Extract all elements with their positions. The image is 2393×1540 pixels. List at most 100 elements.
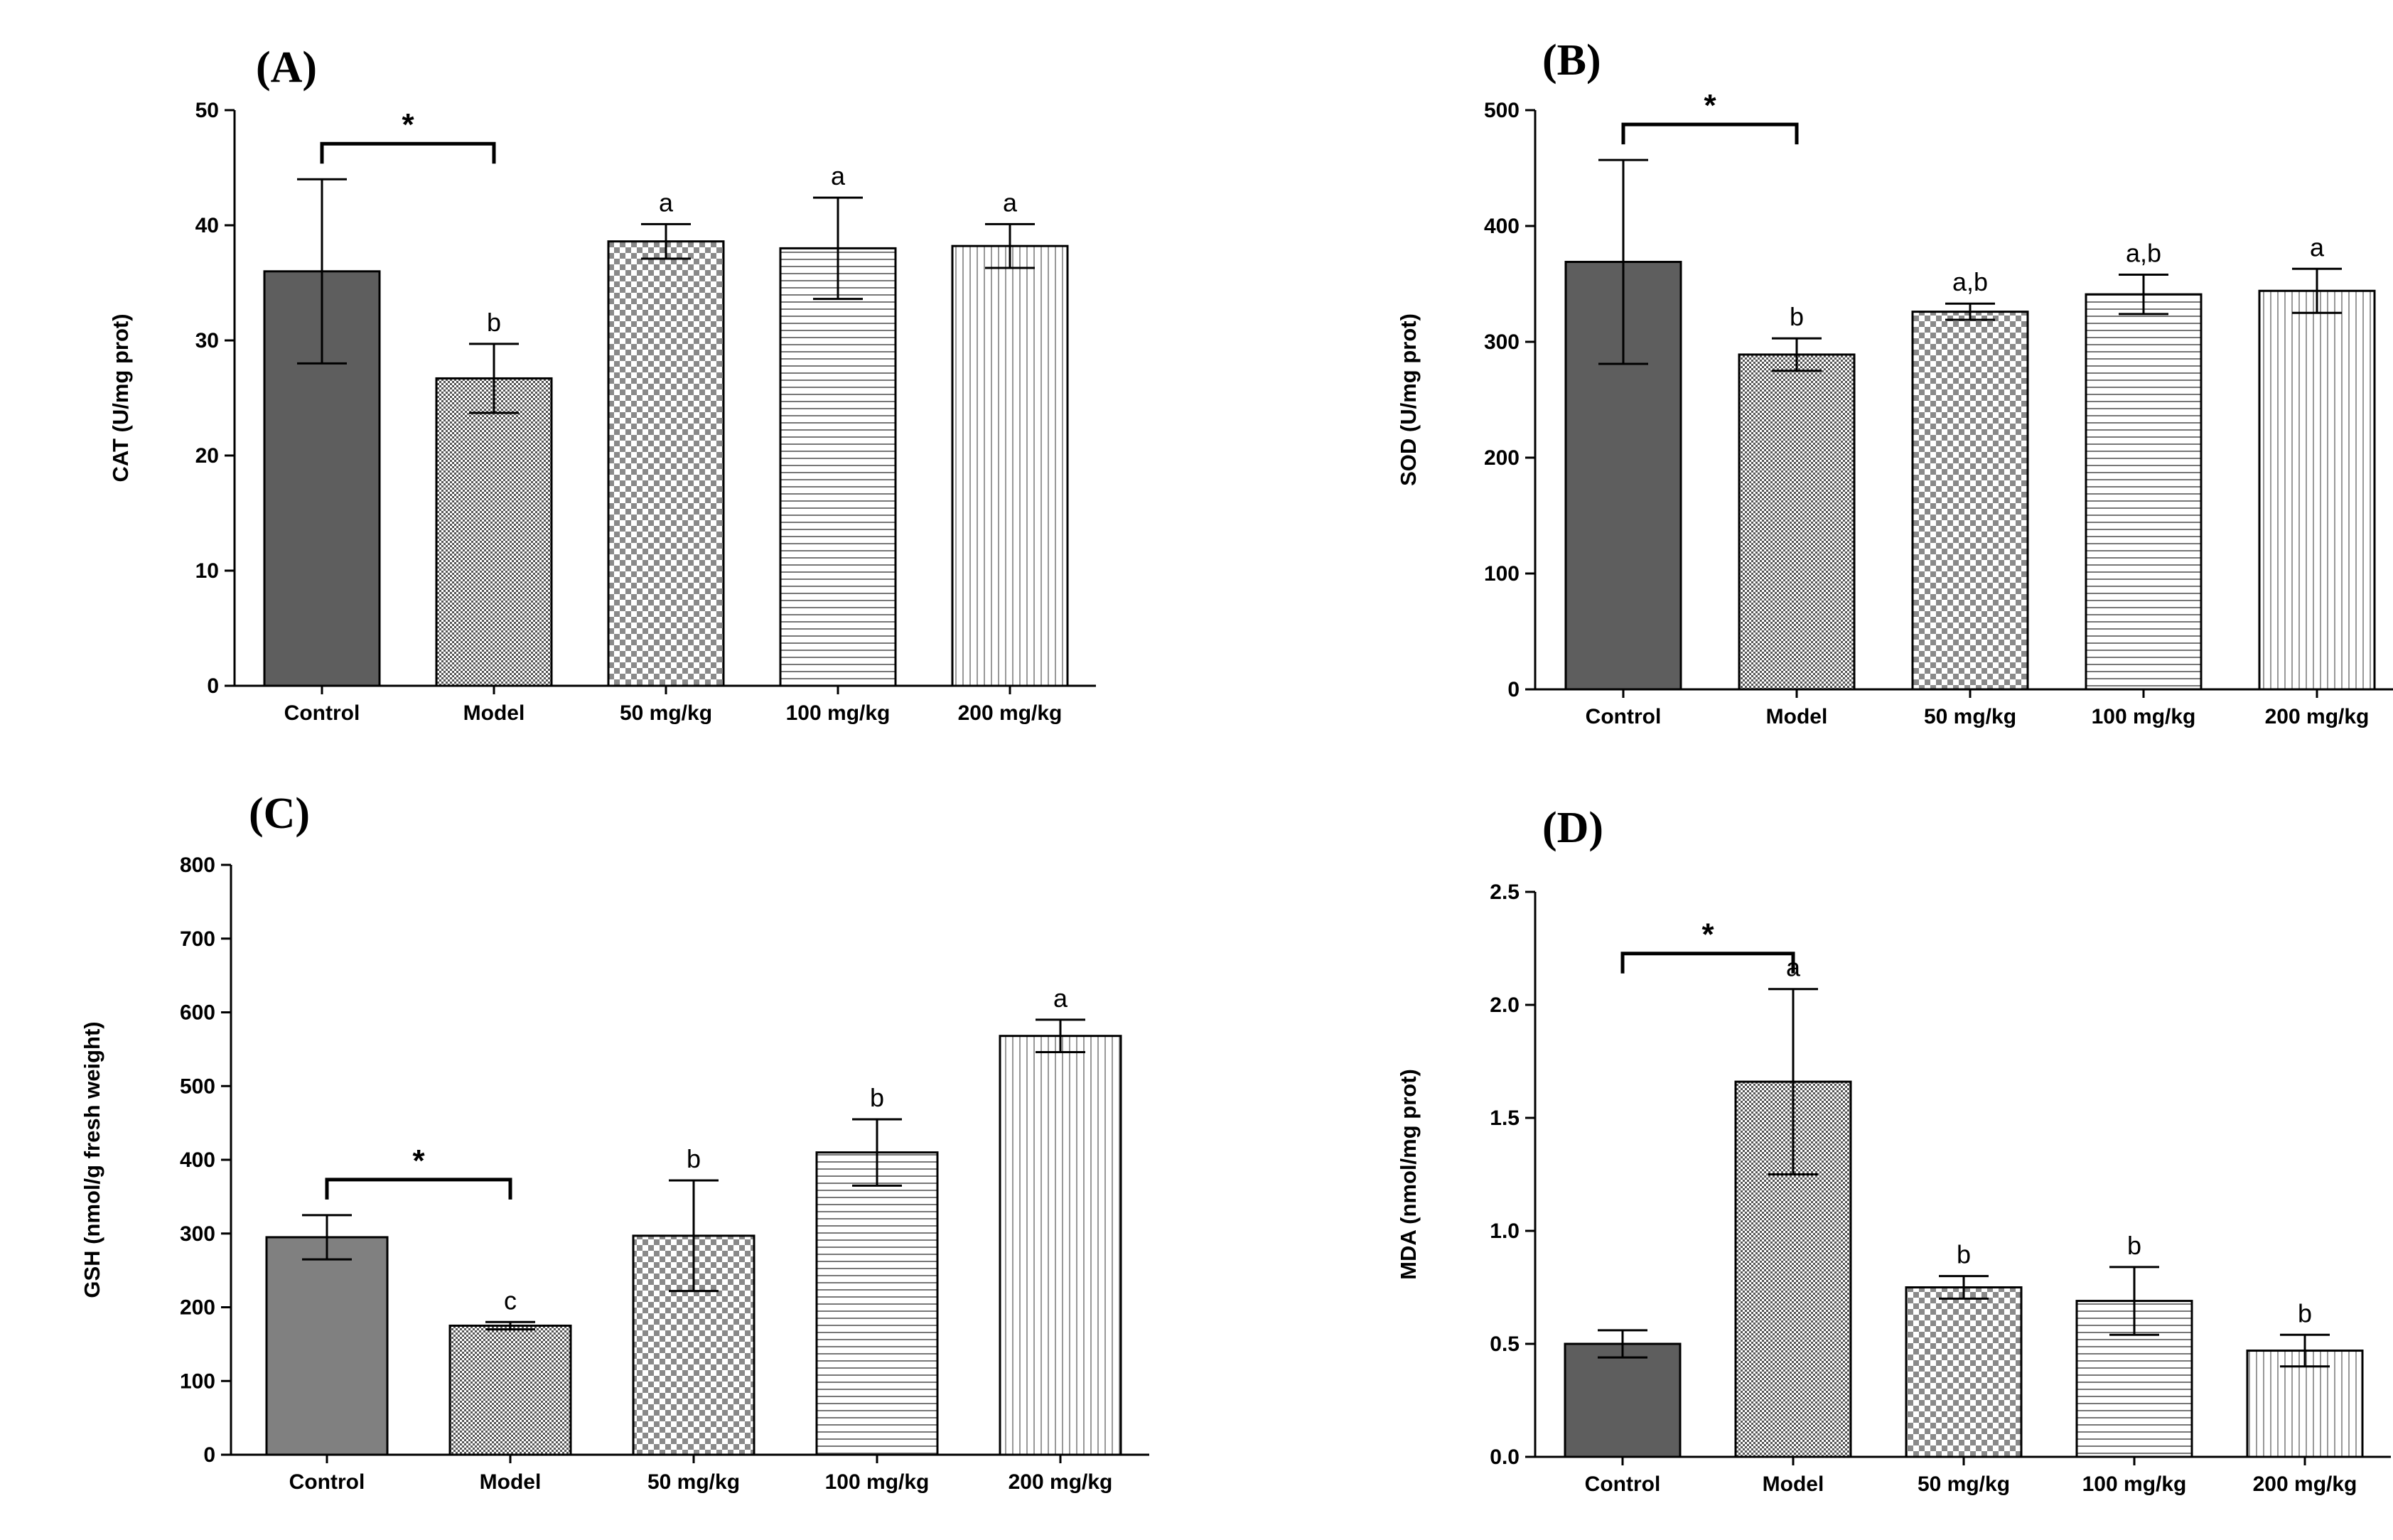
y-tick-label: 2.5 — [1490, 881, 1520, 904]
significance-label-2: b — [1957, 1240, 1971, 1269]
panel-label: (A) — [256, 43, 317, 92]
significance-label-2: a — [659, 188, 674, 217]
y-axis-title: CAT (U/mg prot) — [108, 313, 133, 482]
x-tick-label-3: 100 mg/kg — [786, 701, 891, 725]
bar-1 — [1738, 353, 1856, 691]
significance-label-1: b — [1790, 302, 1804, 331]
significance-label-3: a — [831, 161, 846, 190]
comparison-bracket — [1621, 122, 1799, 145]
chart-a-svg: (A) 0 10 20 30 40 50 CAT (U/mg prot) Control b Mod… — [108, 43, 1096, 725]
x-tick-label-3: 100 mg/kg — [825, 1470, 930, 1494]
y-tick-label: 200 — [1484, 446, 1520, 470]
y-tick-label: 800 — [180, 854, 215, 877]
x-tick-label-3: 100 mg/kg — [2082, 1472, 2187, 1496]
panel-label: (B) — [1542, 36, 1601, 85]
y-tick-label: 500 — [180, 1075, 215, 1098]
significance-label-3: b — [870, 1083, 884, 1112]
comparison-bracket — [1620, 952, 1795, 974]
x-tick-label-0: Control — [289, 1470, 365, 1494]
significance-label-4: b — [2298, 1298, 2312, 1328]
bar-4 — [951, 244, 1069, 687]
bar-2 — [1905, 1286, 2023, 1458]
chart-c-svg: (C) 0 100 200 300 400 500 600 700 800 GSH (nmol/g … — [80, 790, 1149, 1494]
x-tick-label-0: Control — [1585, 1472, 1661, 1496]
x-tick-label-4: 200 mg/kg — [1009, 1470, 1113, 1494]
comparison-star: * — [1704, 88, 1716, 123]
x-tick-label-0: Control — [284, 701, 360, 725]
bar-3 — [779, 247, 897, 687]
y-axis-title: MDA (nmol/mg prot) — [1396, 1069, 1421, 1280]
y-tick-label: 40 — [195, 214, 219, 237]
y-tick-label: 50 — [195, 99, 219, 122]
panel-label: (C) — [249, 790, 310, 838]
significance-label-1: b — [487, 308, 501, 337]
y-axis-title: GSH (nmol/g fresh weight) — [80, 1021, 104, 1298]
x-tick-label-2: 50 mg/kg — [1918, 1472, 2010, 1496]
y-tick-label: 30 — [195, 329, 219, 352]
significance-label-3: b — [2127, 1231, 2141, 1260]
x-tick-label-4: 200 mg/kg — [2265, 705, 2370, 728]
comparison-bracket — [320, 141, 496, 164]
bar-2 — [607, 240, 725, 687]
y-tick-label: 2.0 — [1490, 994, 1520, 1017]
y-tick-label: 300 — [180, 1222, 215, 1246]
comparison-star: * — [1701, 917, 1714, 952]
x-tick-label-1: Model — [1766, 705, 1828, 728]
y-tick-label: 700 — [180, 927, 215, 951]
panel-label: (D) — [1542, 804, 1603, 852]
y-tick-label: 0.0 — [1490, 1445, 1520, 1469]
bar-4 — [999, 1035, 1122, 1456]
y-tick-label: 300 — [1484, 330, 1520, 354]
comparison-star: * — [402, 107, 414, 142]
chart-panel-a: (A) 0 10 20 30 40 50 CAT (U/mg prot) Control b Mod… — [85, 14, 1151, 746]
significance-label-4: a — [2310, 232, 2325, 262]
y-tick-label: 100 — [180, 1369, 215, 1393]
significance-label-2: b — [687, 1144, 701, 1173]
bar-0 — [1564, 1342, 1682, 1458]
y-tick-label: 600 — [180, 1001, 215, 1025]
significance-label-4: a — [1053, 984, 1068, 1013]
x-tick-label-0: Control — [1586, 705, 1662, 728]
significance-label-1: c — [504, 1286, 517, 1315]
y-tick-label: 20 — [195, 444, 219, 468]
bar-0 — [265, 1236, 389, 1456]
comparison-bracket — [325, 1178, 512, 1200]
y-tick-label: 1.5 — [1490, 1106, 1520, 1130]
y-tick-label: 10 — [195, 559, 219, 583]
y-tick-label: 400 — [1484, 215, 1520, 238]
bar-1 — [448, 1324, 572, 1456]
x-tick-label-1: Model — [1763, 1472, 1824, 1496]
x-tick-label-2: 50 mg/kg — [1924, 705, 2016, 728]
x-tick-label-2: 50 mg/kg — [620, 701, 712, 725]
bar-3 — [815, 1151, 939, 1456]
y-tick-label: 0.5 — [1490, 1332, 1520, 1356]
chart-b-svg: (B) 0 100 200 300 400 500 SOD (U/mg prot) Contro… — [1396, 36, 2393, 728]
y-tick-label: 100 — [1484, 562, 1520, 586]
bar-3 — [2085, 293, 2203, 691]
y-tick-label: 0 — [207, 674, 219, 698]
significance-label-3: a,b — [2126, 238, 2161, 267]
y-axis-title: SOD (U/mg prot) — [1396, 313, 1421, 486]
comparison-star: * — [412, 1143, 425, 1178]
bar-1 — [435, 377, 553, 687]
x-tick-label-2: 50 mg/kg — [647, 1470, 740, 1494]
significance-label-2: a,b — [1952, 267, 1988, 296]
x-tick-label-3: 100 mg/kg — [2092, 705, 2196, 728]
x-tick-label-4: 200 mg/kg — [2253, 1472, 2357, 1496]
x-tick-label-1: Model — [480, 1470, 542, 1494]
x-tick-label-4: 200 mg/kg — [958, 701, 1063, 725]
y-tick-label: 0 — [203, 1443, 215, 1467]
significance-label-4: a — [1003, 188, 1018, 217]
y-tick-label: 500 — [1484, 99, 1520, 122]
chart-panel-d: (D) 0.0 0.5 1.0 1.5 2.0 2.5 MDA (nmol/mg prot) C… — [1350, 775, 2391, 1536]
chart-panel-c: (C) 0 100 200 300 400 500 600 700 800 GSH (nmol/g … — [57, 768, 1149, 1536]
y-tick-label: 200 — [180, 1296, 215, 1320]
y-tick-label: 400 — [180, 1148, 215, 1172]
bar-4 — [2258, 289, 2376, 691]
chart-d-svg: (D) 0.0 0.5 1.0 1.5 2.0 2.5 MDA (nmol/mg prot) C… — [1396, 804, 2391, 1496]
chart-panel-b: (B) 0 100 200 300 400 500 SOD (U/mg prot) Contro… — [1350, 14, 2393, 753]
y-tick-label: 1.0 — [1490, 1219, 1520, 1243]
x-tick-label-1: Model — [463, 701, 525, 725]
y-tick-label: 0 — [1507, 678, 1520, 701]
bar-2 — [1911, 311, 2029, 691]
